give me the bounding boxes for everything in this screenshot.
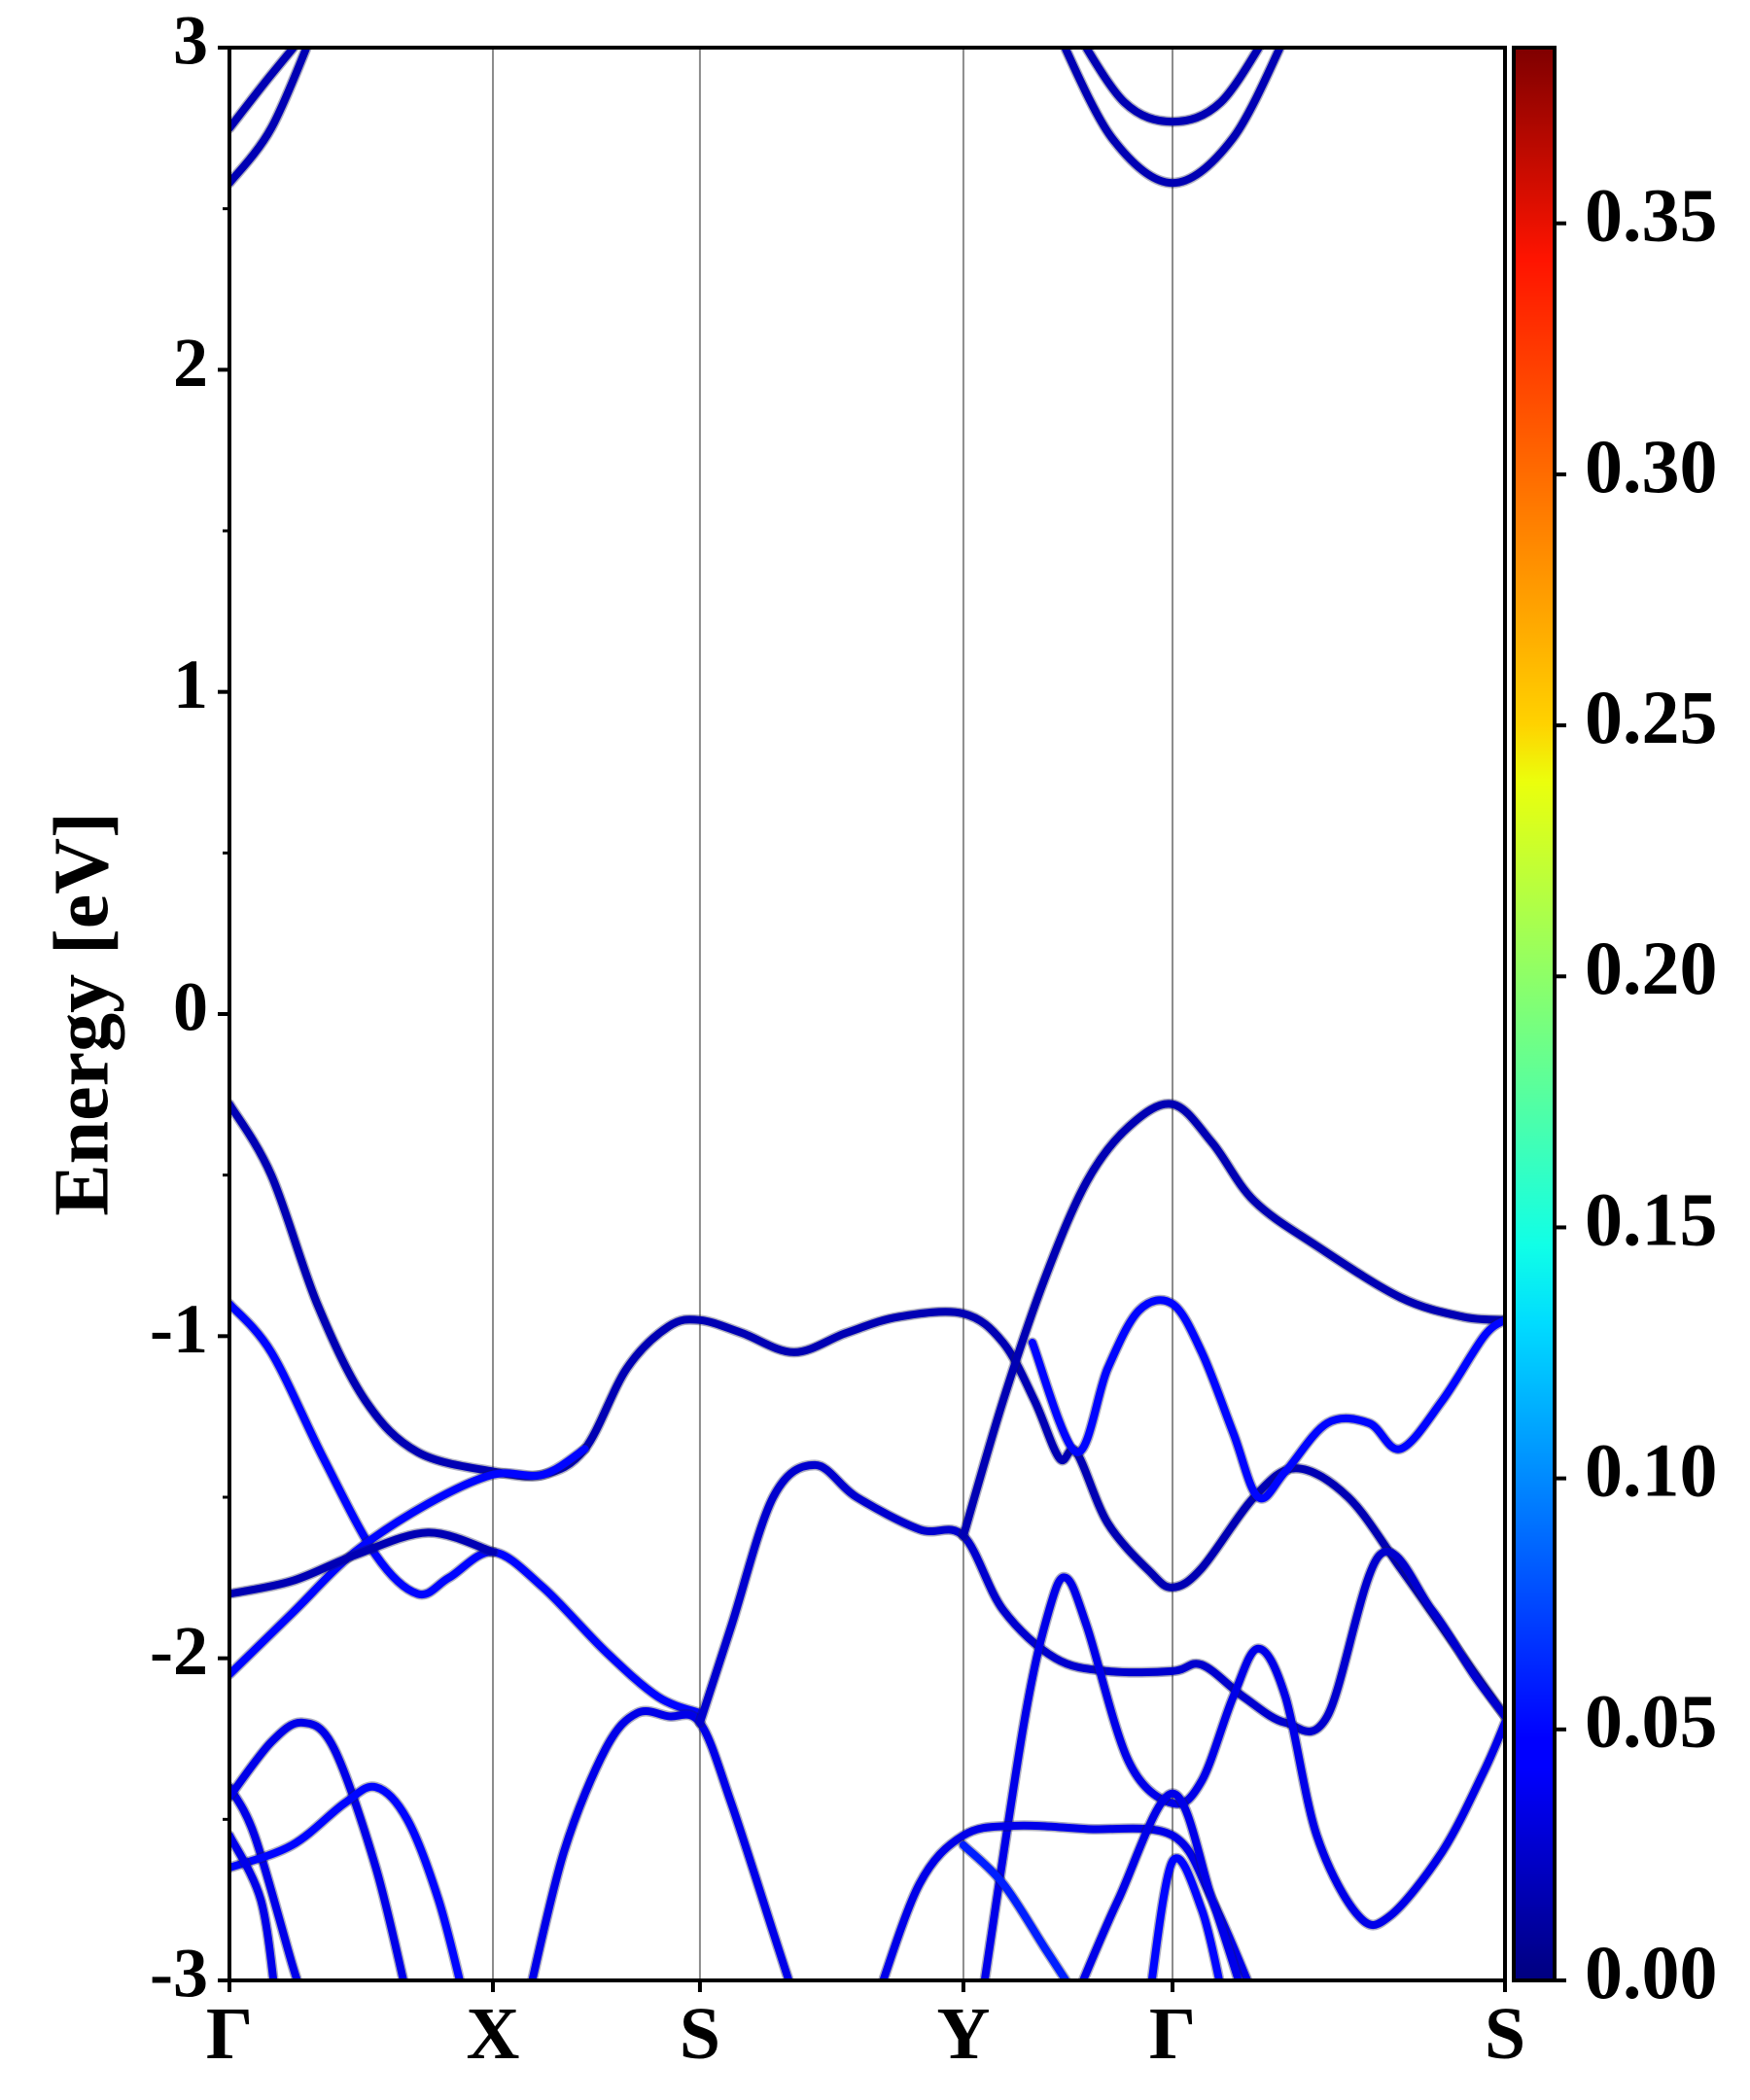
y-tick-label: 0 [173,968,208,1046]
band-line [229,48,299,132]
band-line [1081,48,1264,126]
y-tick-label: -3 [150,1935,208,2012]
x-tick-label: Γ [206,1993,253,2075]
band-line-shadow [526,1705,795,1980]
colorbar-tick-label: 0.00 [1585,1930,1718,2014]
band-line [959,1100,1505,1540]
colorbar-tick-label: 0.25 [1585,675,1718,759]
band-line [229,1782,464,1980]
colorbar-ticks: 0.00 0.05 0.10 0.15 0.20 0.25 0.30 0.35 [1555,173,1718,2014]
band-line-shadow [979,1571,1505,1980]
band-line-shadow [229,1781,466,1980]
x-tick-label: S [1485,1993,1525,2075]
band-line [1028,1296,1505,1503]
band-line [229,1718,408,1980]
band-line [1061,48,1284,188]
band-line [229,1783,301,1980]
band-line [980,1573,1505,1980]
colorbar-tick-label: 0.20 [1585,926,1718,1010]
y-axis-title: Energy [eV] [39,812,124,1215]
high-symmetry-lines [492,48,1174,1980]
band-line [1078,1789,1243,1980]
band-line [229,1300,704,1717]
band-lines [229,48,1505,1980]
band-line [229,1445,589,1679]
colorbar-tick-label: 0.30 [1585,424,1718,508]
colorbar-tick-label: 0.10 [1585,1428,1718,1513]
y-tick-label: 1 [173,646,208,723]
plot-frame [228,46,1507,1982]
band-line [229,1100,1505,1721]
y-tick-label: -2 [150,1612,208,1690]
colorbar-tick-label: 0.35 [1585,173,1718,258]
band-line [528,1706,793,1980]
band-line [229,1528,497,1598]
colorbar [1512,46,1557,1982]
band-line-shadow [1027,1294,1505,1504]
band-line [229,1831,278,1980]
x-tick-label: S [680,1993,720,2075]
y-tick-label: -1 [150,1290,208,1368]
x-tick-label: Γ [1149,1993,1196,2075]
band-line-shadow [229,1443,591,1680]
band-line [229,48,311,188]
band-line [959,1840,1071,1980]
colorbar-tick-label: 0.15 [1585,1176,1718,1261]
y-tick-label: 3 [173,2,208,80]
band-line [695,1460,1505,1735]
band-line [1147,1854,1224,1980]
colorbar-tick-label: 0.05 [1585,1679,1718,1764]
y-axis-ticks: 3 2 1 0 -1 -2 -3 [150,2,229,2012]
x-tick-label: X [467,1993,520,2075]
y-tick-label: 2 [173,324,208,402]
x-tick-label: Y [936,1993,990,2075]
band-line-shadow [229,1099,1505,1722]
